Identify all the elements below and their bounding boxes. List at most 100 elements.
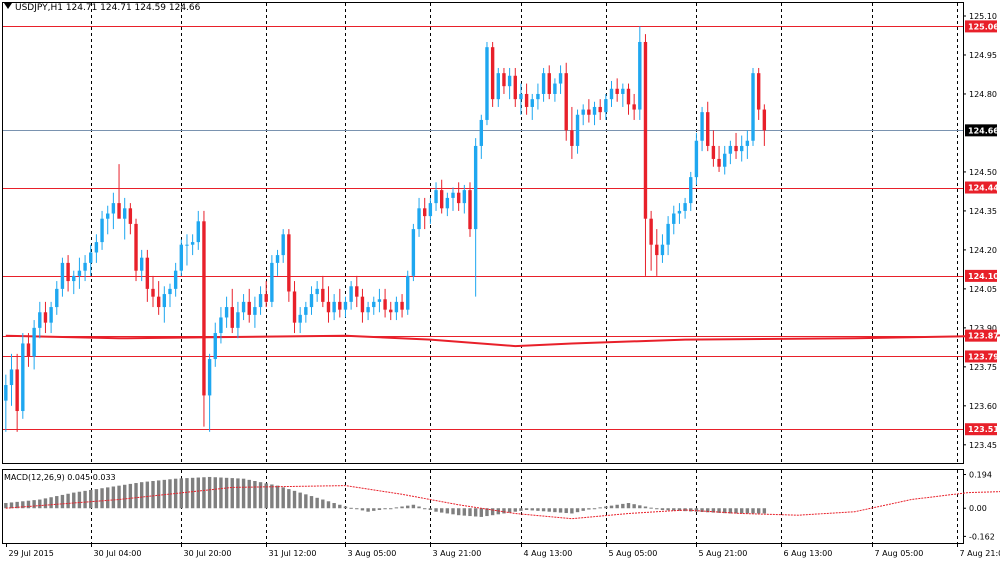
macd-histogram-bar xyxy=(490,508,495,516)
macd-histogram-bar xyxy=(315,497,319,509)
macd-histogram-bar xyxy=(638,505,642,509)
moving-average-line xyxy=(5,334,1000,348)
current-price-label-box xyxy=(965,124,997,137)
macd-histogram-bar xyxy=(734,508,738,514)
level-label-box xyxy=(965,20,997,33)
bullish-candle xyxy=(55,288,59,308)
bearish-candle xyxy=(383,299,387,310)
bearish-candle xyxy=(202,221,206,396)
bullish-candle xyxy=(258,294,263,308)
macd-histogram-bar xyxy=(553,508,557,513)
bearish-candle xyxy=(15,369,19,412)
macd-histogram-bar xyxy=(451,508,455,515)
macd-histogram-bar xyxy=(519,508,523,511)
price-pane: 125.10 124.95 124.80 124.50 124.35 124.20 124.… xyxy=(2,2,1000,464)
macd-histogram-bar xyxy=(173,478,178,509)
current-price-label: 124.66 xyxy=(968,126,999,135)
bullish-candle xyxy=(77,270,82,276)
macd-histogram-bar xyxy=(604,506,608,509)
macd-histogram-bar xyxy=(694,508,699,512)
bullish-candle xyxy=(219,317,223,334)
macd-histogram-bar xyxy=(309,496,314,509)
bullish-candle xyxy=(377,299,382,302)
macd-histogram-bar xyxy=(207,476,212,509)
time-tick-label: 7 Aug 05:00 xyxy=(875,549,924,558)
bullish-candle xyxy=(139,257,144,271)
bullish-candle xyxy=(343,301,348,310)
bullish-candle xyxy=(751,73,755,141)
bullish-candle xyxy=(275,255,280,263)
bullish-candle xyxy=(451,192,455,198)
bullish-candle xyxy=(434,190,438,204)
bullish-candle xyxy=(479,119,484,146)
bullish-candle xyxy=(694,140,699,178)
macd-signal-line xyxy=(5,485,1000,520)
macd-histogram-bar xyxy=(321,499,325,509)
bullish-candle xyxy=(445,197,450,209)
macd-histogram-bar xyxy=(247,479,251,509)
macd-histogram-bar xyxy=(349,507,353,509)
price-tick-label: 125.10 xyxy=(969,12,997,21)
macd-histogram-bar xyxy=(298,492,302,509)
bullish-candle xyxy=(372,301,376,308)
macd-histogram-bar xyxy=(38,499,42,509)
bullish-candle xyxy=(207,359,212,396)
bullish-candle xyxy=(366,307,370,313)
macd-histogram-bar xyxy=(55,496,59,509)
bearish-candle xyxy=(547,73,551,94)
bearish-candle xyxy=(468,190,472,230)
bullish-candle xyxy=(173,270,178,289)
level-label: 123.79 xyxy=(968,352,999,361)
price-tick-label: 124.50 xyxy=(969,168,997,177)
macd-histogram-bar xyxy=(428,508,433,510)
bearish-candle xyxy=(423,208,427,217)
macd-tick-label: 0.194 xyxy=(969,471,992,480)
macd-histogram-bar xyxy=(462,508,467,516)
bullish-candle xyxy=(281,234,285,256)
bearish-candle xyxy=(43,312,48,323)
macd-histogram-bar xyxy=(587,508,591,510)
bullish-candle xyxy=(4,385,8,401)
bullish-candle xyxy=(519,93,523,100)
macd-histogram-bar xyxy=(275,485,280,509)
macd-histogram-bar xyxy=(592,508,597,510)
chart-title-text: USDJPY,H1 124.71 124.71 124.59 124.66 xyxy=(15,3,201,13)
bullish-candle xyxy=(683,203,687,211)
bearish-candle xyxy=(587,109,591,115)
time-tick-label: 6 Aug 13:00 xyxy=(784,549,833,558)
bullish-candle xyxy=(49,307,53,323)
bearish-candle xyxy=(564,73,568,131)
macd-histogram-bar xyxy=(513,508,517,512)
bearish-candle xyxy=(626,88,631,105)
bullish-candle xyxy=(723,153,727,167)
level-label: 124.10 xyxy=(968,272,999,281)
bullish-candle xyxy=(604,99,608,113)
macd-histogram-bar xyxy=(32,500,36,509)
price-tick-label: 123.45 xyxy=(969,441,997,450)
macd-histogram-bar xyxy=(411,504,416,509)
macd-histogram-bar xyxy=(558,508,563,513)
level-label: 124.44 xyxy=(968,184,999,193)
macd-histogram-bar xyxy=(219,477,223,509)
chart-title: USDJPY,H1 124.71 124.71 124.59 124.66 xyxy=(4,3,200,13)
macd-pane: 0.194 0.00 -0.162 xyxy=(2,469,1000,544)
time-axis: 29 Jul 2015 30 Jul 04:00 30 Jul 20:00 31 Ju… xyxy=(6,543,1000,558)
bullish-candle xyxy=(496,73,500,100)
bullish-candle xyxy=(700,112,704,141)
bullish-candle xyxy=(162,294,167,308)
macd-histogram-bar xyxy=(598,507,602,509)
macd-histogram-bar xyxy=(287,489,291,509)
bullish-candle xyxy=(558,73,563,84)
bullish-candle xyxy=(406,275,410,310)
bullish-candle xyxy=(609,88,614,100)
macd-histogram-bar xyxy=(762,508,767,514)
macd-histogram-bar xyxy=(49,497,53,509)
bearish-candle xyxy=(66,262,70,282)
dropdown-triangle-icon[interactable] xyxy=(4,3,12,9)
bullish-candle xyxy=(638,41,642,110)
macd-histogram-bar xyxy=(106,487,110,509)
bullish-candle xyxy=(32,327,36,357)
bullish-candle xyxy=(581,109,585,115)
macd-histogram-bar xyxy=(128,483,133,509)
